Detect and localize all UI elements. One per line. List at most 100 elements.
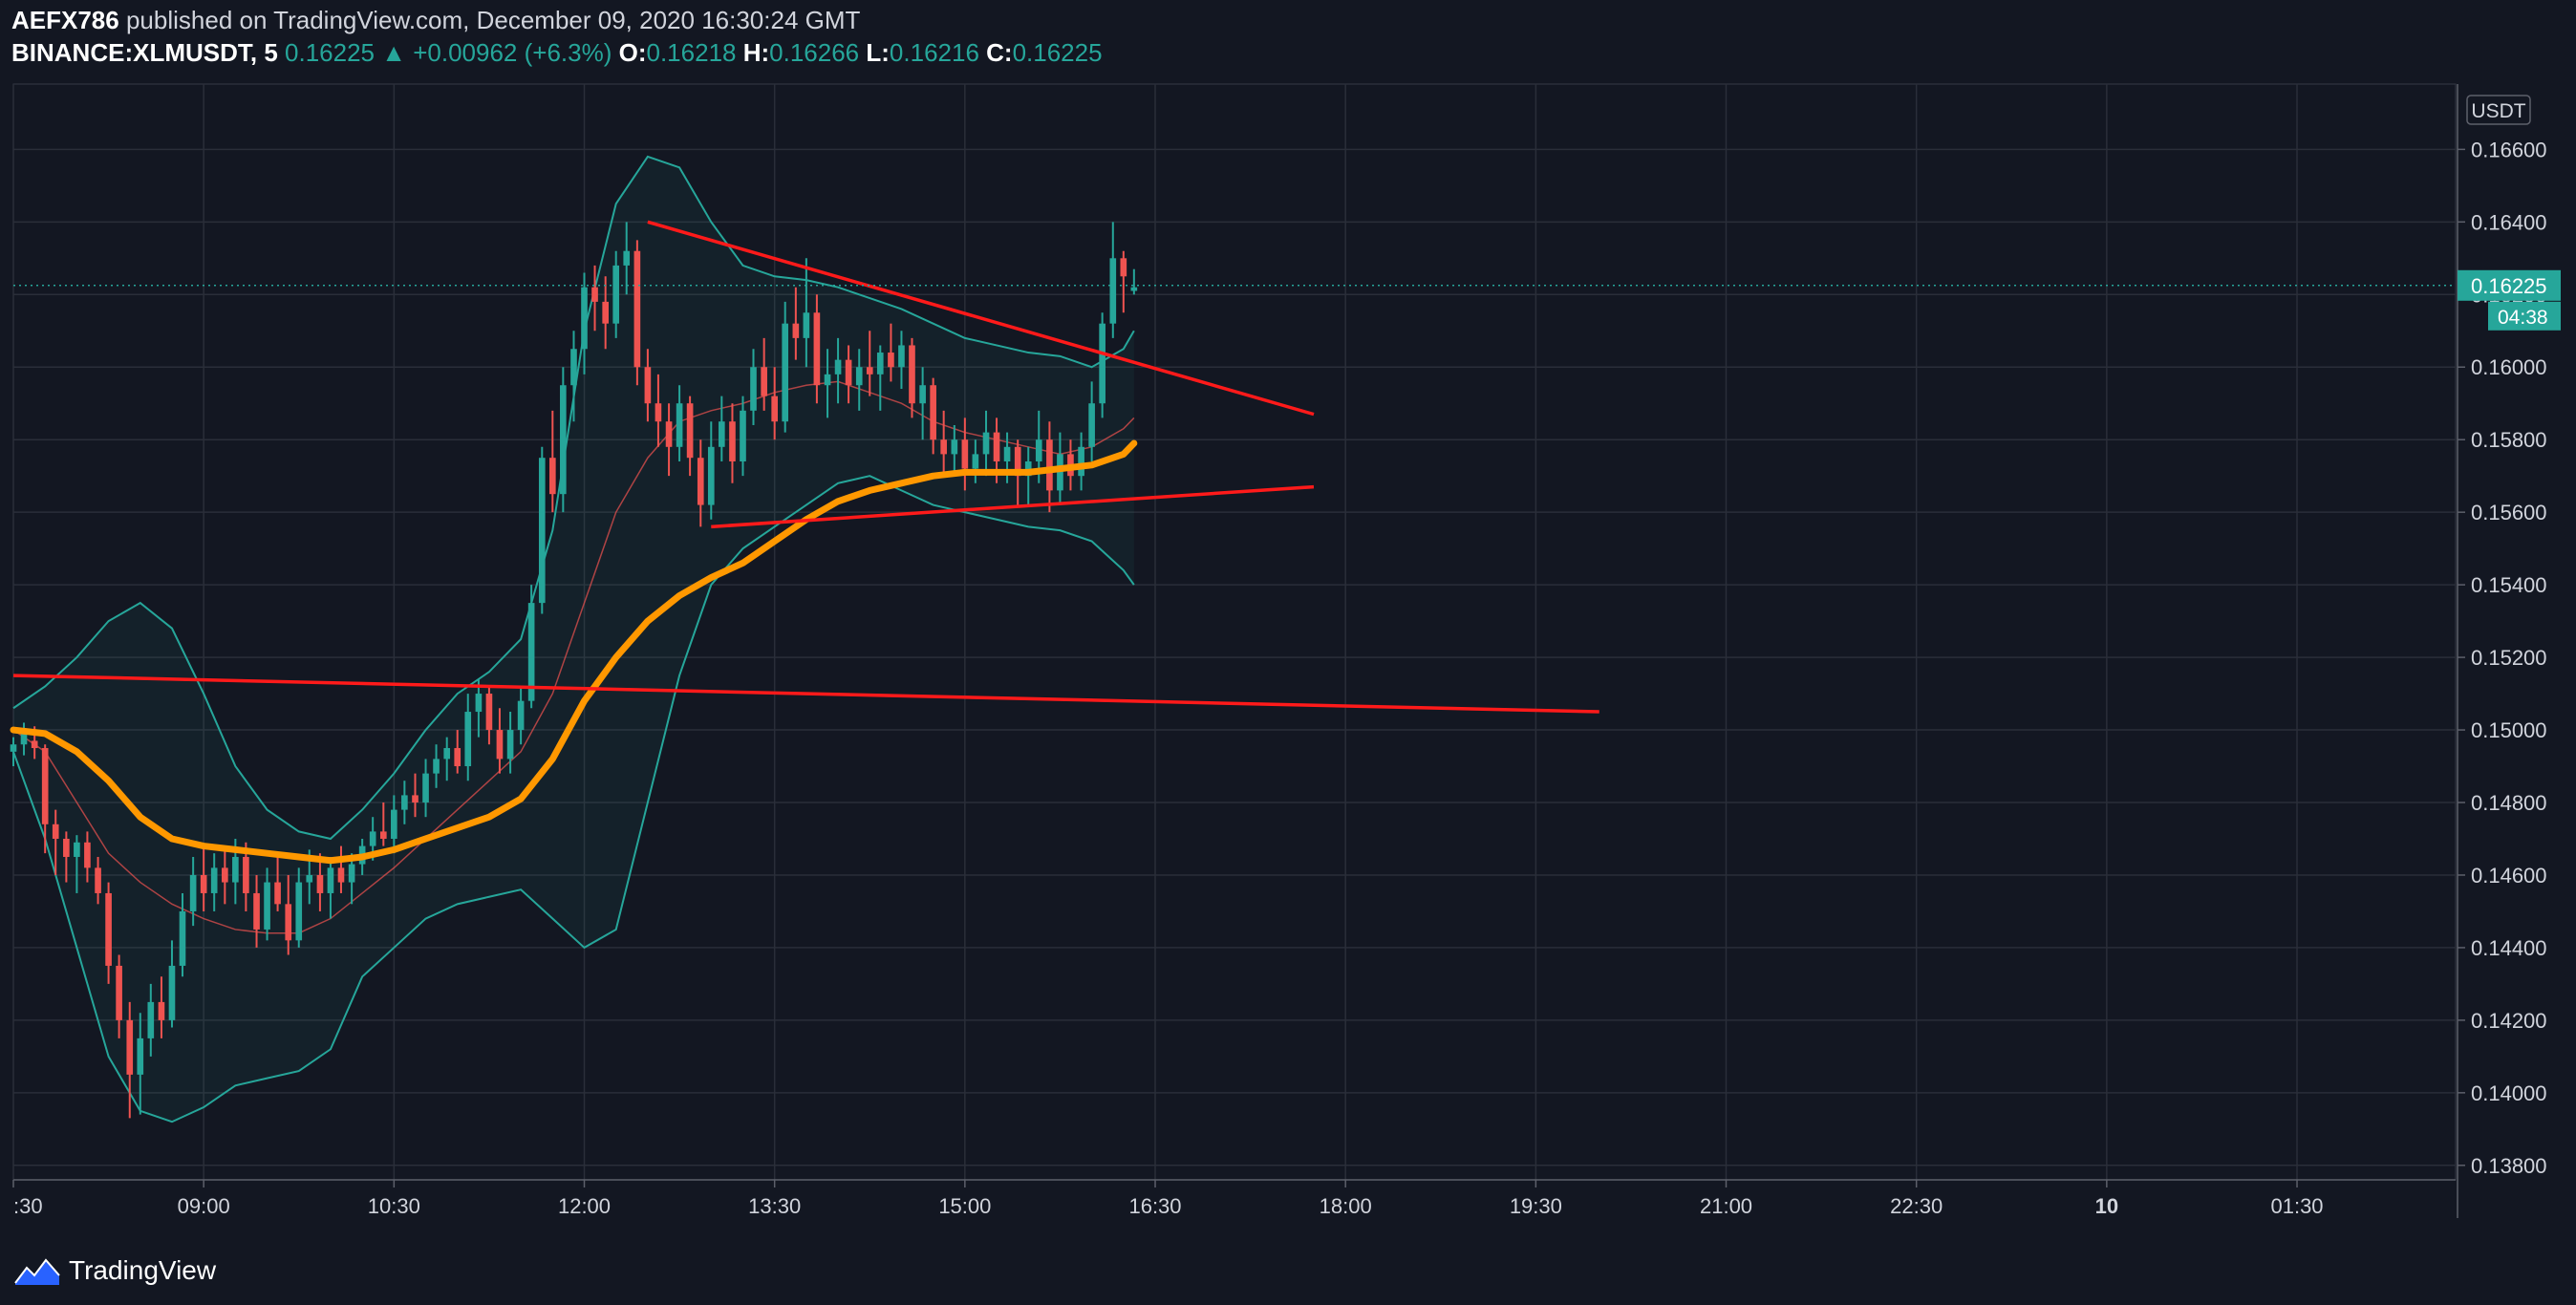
candle-body[interactable] [95, 867, 101, 893]
candle-body[interactable] [200, 874, 207, 893]
candle-body[interactable] [707, 446, 715, 505]
candlestick-chart[interactable]: 0.166000.164000.162000.160000.158000.156… [0, 76, 2576, 1228]
candle-body[interactable] [1120, 258, 1127, 277]
candle-body[interactable] [792, 323, 800, 338]
candle-body[interactable] [20, 733, 28, 745]
candle-body[interactable] [1003, 446, 1011, 461]
candle-body[interactable] [591, 287, 598, 302]
candle-body[interactable] [951, 439, 958, 455]
candle-body[interactable] [158, 1001, 165, 1020]
candle-body[interactable] [285, 904, 292, 941]
candle-body[interactable] [548, 458, 556, 495]
candle-body[interactable] [63, 838, 70, 857]
candle-body[interactable] [866, 367, 873, 374]
candle-body[interactable] [253, 892, 260, 930]
candle-body[interactable] [1046, 439, 1053, 491]
trendline[interactable] [647, 220, 1315, 417]
candle-body[interactable] [327, 867, 334, 893]
candle-body[interactable] [813, 312, 821, 386]
candle-body[interactable] [919, 385, 926, 404]
candle-body[interactable] [740, 410, 746, 461]
candle-body[interactable] [41, 748, 49, 824]
candle-body[interactable] [686, 403, 694, 459]
candle-body[interactable] [264, 882, 270, 930]
candle-body[interactable] [560, 385, 567, 495]
candle-body[interactable] [1078, 446, 1084, 477]
trendline[interactable] [12, 674, 1599, 714]
candle-body[interactable] [1057, 454, 1063, 491]
candle-body[interactable] [1109, 258, 1117, 324]
candle-body[interactable] [993, 432, 1000, 461]
candle-body[interactable] [961, 439, 969, 469]
candle-body[interactable] [623, 250, 631, 266]
chart-area[interactable]: 0.166000.164000.162000.160000.158000.156… [0, 76, 2576, 1228]
candle-body[interactable] [137, 1038, 144, 1075]
candle-body[interactable] [454, 748, 462, 767]
candle-body[interactable] [168, 965, 176, 1020]
candle-body[interactable] [222, 867, 228, 883]
candle-body[interactable] [538, 458, 546, 604]
candle-body[interactable] [876, 353, 884, 374]
candle-body[interactable] [485, 694, 493, 731]
candle-body[interactable] [845, 359, 852, 386]
candle-body[interactable] [116, 965, 122, 1020]
candle-body[interactable] [581, 287, 588, 350]
candle-body[interactable] [1099, 323, 1106, 404]
candle-body[interactable] [10, 744, 17, 752]
candle-body[interactable] [517, 700, 525, 731]
candle-body[interactable] [412, 795, 419, 803]
candle-body[interactable] [379, 831, 387, 839]
candle-body[interactable] [243, 856, 249, 893]
candle-body[interactable] [930, 385, 936, 440]
candle-body[interactable] [761, 367, 767, 396]
candle-body[interactable] [771, 396, 778, 422]
candle-body[interactable] [232, 856, 239, 883]
trendline[interactable] [711, 484, 1315, 529]
candle-body[interactable] [443, 748, 451, 759]
candle-body[interactable] [824, 374, 831, 386]
candle-body[interactable] [422, 773, 429, 803]
candle-body[interactable] [803, 312, 810, 338]
candle-body[interactable] [306, 874, 313, 883]
candle-body[interactable] [210, 867, 218, 893]
candle-body[interactable] [189, 874, 197, 911]
candle-body[interactable] [855, 367, 863, 386]
candle-body[interactable] [337, 867, 345, 883]
candle-body[interactable] [1088, 403, 1095, 447]
currency-box[interactable] [2466, 95, 2531, 125]
candle-body[interactable] [982, 432, 990, 455]
candle-body[interactable] [316, 874, 324, 893]
candle-body[interactable] [295, 882, 303, 941]
candle-body[interactable] [179, 910, 186, 966]
candle-body[interactable] [633, 250, 641, 368]
candle-body[interactable] [348, 864, 355, 883]
candle-body[interactable] [940, 439, 947, 455]
candle-body[interactable] [729, 421, 736, 461]
candle-body[interactable] [909, 345, 915, 404]
candle-body[interactable] [31, 740, 38, 749]
candle-body[interactable] [782, 323, 789, 422]
candle-body[interactable] [1035, 439, 1042, 461]
candle-body[interactable] [475, 694, 483, 713]
candle-body[interactable] [74, 842, 80, 857]
candle-body[interactable] [834, 359, 842, 374]
tradingview-logo[interactable]: TradingView [13, 1252, 216, 1290]
candle-body[interactable] [697, 458, 704, 505]
candle-body[interactable] [496, 730, 504, 759]
candle-body[interactable] [972, 454, 979, 469]
candle-body[interactable] [391, 809, 397, 839]
candle-body[interactable] [433, 759, 440, 774]
candle-body[interactable] [401, 795, 408, 810]
candle-body[interactable] [676, 403, 683, 447]
candle-body[interactable] [1014, 446, 1021, 477]
candle-body[interactable] [274, 882, 281, 905]
candle-body[interactable] [750, 367, 757, 411]
candle-body[interactable] [644, 367, 652, 404]
candle-body[interactable] [84, 842, 91, 868]
candle-body[interactable] [718, 421, 725, 447]
candle-body[interactable] [570, 349, 577, 386]
candle-body[interactable] [464, 712, 472, 767]
publisher-name[interactable]: AEFX786 [11, 6, 119, 34]
candle-body[interactable] [1024, 460, 1032, 477]
candle-body[interactable] [147, 1001, 155, 1038]
